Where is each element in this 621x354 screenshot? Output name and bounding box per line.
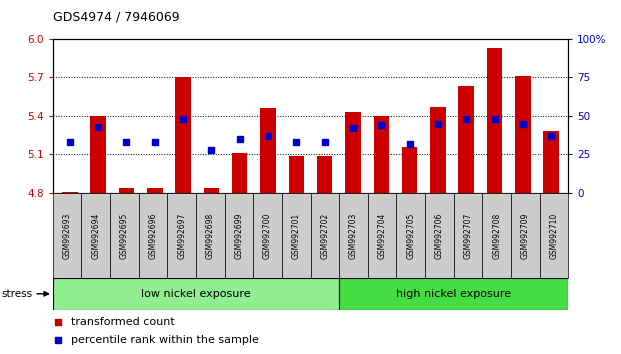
Text: GSM992702: GSM992702 [320, 212, 329, 258]
Bar [511, 193, 540, 278]
Bar [430, 107, 446, 193]
Bar [483, 193, 511, 278]
Bar [454, 193, 483, 278]
Bar [543, 131, 559, 193]
Bar [110, 193, 138, 278]
Bar [53, 278, 339, 310]
Text: GSM992697: GSM992697 [177, 212, 186, 259]
Text: GSM992706: GSM992706 [435, 212, 444, 259]
Bar [225, 193, 253, 278]
Bar [232, 153, 248, 193]
Bar [167, 193, 196, 278]
Bar [368, 193, 396, 278]
Bar [282, 193, 310, 278]
Text: GSM992707: GSM992707 [463, 212, 473, 259]
Bar [515, 76, 531, 193]
Text: GSM992708: GSM992708 [492, 212, 501, 258]
Bar [540, 193, 568, 278]
Bar [339, 193, 368, 278]
Bar [317, 156, 332, 193]
Bar [53, 193, 81, 278]
Bar [175, 78, 191, 193]
Text: GSM992703: GSM992703 [349, 212, 358, 259]
Text: GSM992694: GSM992694 [91, 212, 100, 259]
Bar [260, 108, 276, 193]
Text: GSM992701: GSM992701 [292, 212, 301, 258]
Text: low nickel exposure: low nickel exposure [141, 289, 251, 299]
Text: GSM992699: GSM992699 [234, 212, 243, 259]
Bar [138, 193, 167, 278]
Text: GSM992709: GSM992709 [521, 212, 530, 259]
Bar [119, 188, 134, 193]
Bar [253, 193, 282, 278]
Bar [425, 193, 454, 278]
Bar [396, 193, 425, 278]
Text: GSM992698: GSM992698 [206, 212, 215, 258]
Bar [204, 188, 219, 193]
Text: GSM992705: GSM992705 [406, 212, 415, 259]
Bar [458, 86, 474, 193]
Bar [345, 112, 361, 193]
Text: GSM992695: GSM992695 [120, 212, 129, 259]
Bar [196, 193, 225, 278]
Bar [373, 116, 389, 193]
Text: GSM992704: GSM992704 [378, 212, 387, 259]
Bar [147, 188, 163, 193]
Bar [310, 193, 339, 278]
Text: GSM992696: GSM992696 [148, 212, 158, 259]
Text: GSM992693: GSM992693 [63, 212, 71, 259]
Bar [81, 193, 110, 278]
Bar [62, 192, 78, 193]
Text: stress: stress [1, 289, 32, 299]
Text: GSM992700: GSM992700 [263, 212, 272, 259]
Bar [402, 147, 417, 193]
Text: GSM992710: GSM992710 [550, 212, 558, 258]
Bar [90, 116, 106, 193]
Text: transformed count: transformed count [71, 317, 175, 327]
Bar [339, 278, 568, 310]
Text: GDS4974 / 7946069: GDS4974 / 7946069 [53, 11, 179, 24]
Bar [289, 156, 304, 193]
Text: high nickel exposure: high nickel exposure [396, 289, 511, 299]
Text: percentile rank within the sample: percentile rank within the sample [71, 335, 259, 345]
Bar [487, 48, 502, 193]
